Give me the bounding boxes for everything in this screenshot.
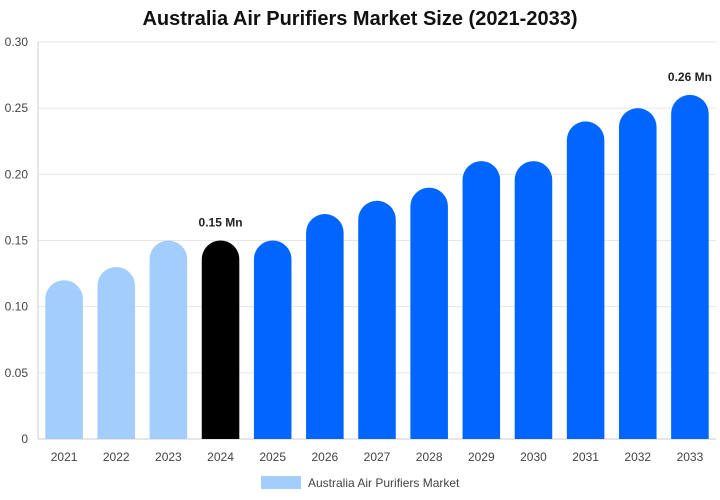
x-tick-label: 2023 (155, 450, 182, 464)
bar-2021 (45, 280, 83, 439)
bar-2029 (462, 161, 501, 440)
x-tick-label: 2033 (677, 450, 704, 464)
bar-2030 (514, 161, 553, 440)
x-tick-label: 2024 (207, 450, 234, 464)
y-tick-label: 0.20 (5, 167, 29, 181)
chart-title: Australia Air Purifiers Market Size (202… (142, 8, 578, 30)
x-tick-label: 2031 (572, 450, 599, 464)
legend-swatch (261, 476, 301, 489)
y-tick-label: 0.05 (5, 366, 29, 380)
bar-2028 (410, 187, 448, 439)
bar-2025 (253, 240, 292, 439)
data-label-2033: 0.26 Mn (668, 70, 712, 84)
x-tick-label: 2026 (311, 450, 338, 464)
bar-2031 (566, 121, 605, 440)
bar-2026 (306, 214, 344, 439)
x-tick-label: 2021 (51, 450, 78, 464)
y-tick-label: 0.25 (5, 101, 29, 115)
x-tick-label: 2025 (259, 450, 286, 464)
x-tick-label: 2028 (416, 450, 443, 464)
x-tick-label: 2027 (364, 450, 391, 464)
y-tick-label: 0.10 (5, 300, 29, 314)
y-tick-label: 0.30 (5, 35, 29, 49)
bar-2032 (618, 108, 657, 440)
data-label-2024: 0.15 Mn (199, 216, 243, 230)
x-tick-label: 2030 (520, 450, 547, 464)
x-tick-label: 2029 (468, 450, 495, 464)
bar-2027 (358, 200, 396, 439)
bar-2033 (671, 94, 709, 440)
y-tick-label: 0 (21, 432, 28, 446)
x-tick-label: 2032 (624, 450, 651, 464)
y-tick-label: 0.15 (5, 234, 29, 248)
bar-2024 (201, 240, 240, 439)
bar-2023 (149, 240, 188, 439)
legend-label: Australia Air Purifiers Market (308, 476, 460, 490)
bar-2022 (97, 266, 136, 439)
x-tick-label: 2022 (103, 450, 130, 464)
